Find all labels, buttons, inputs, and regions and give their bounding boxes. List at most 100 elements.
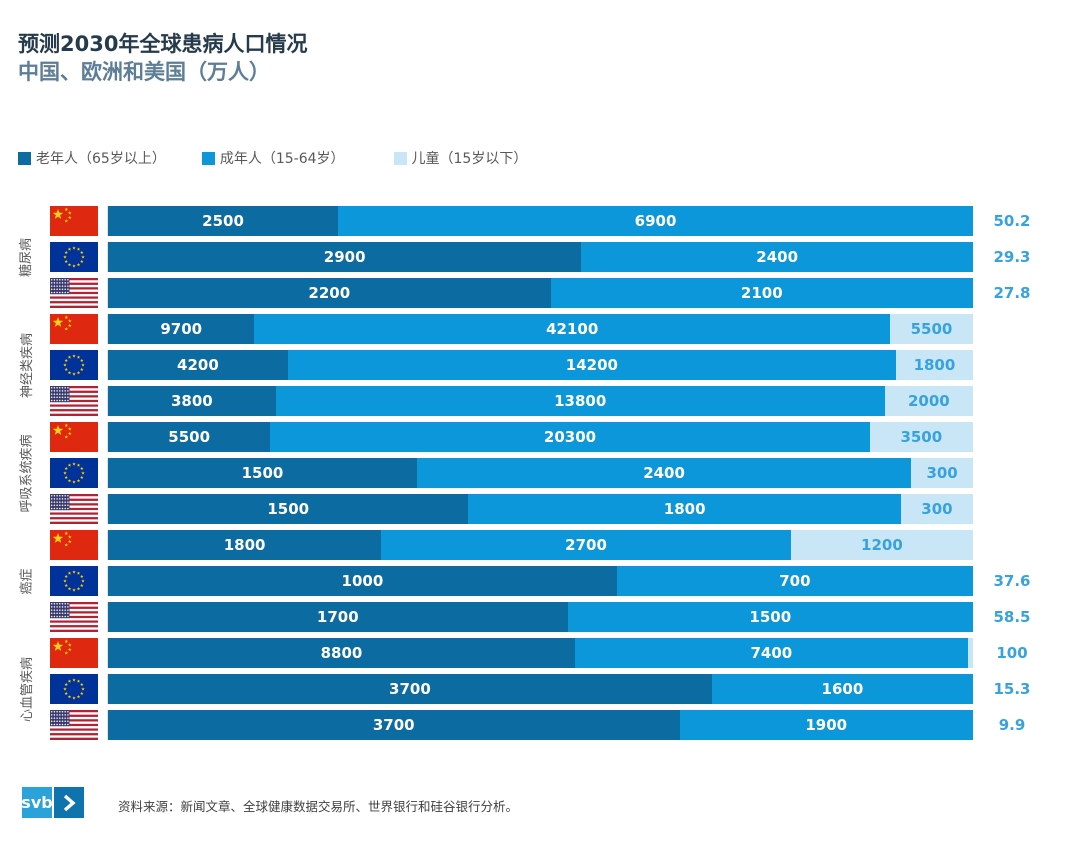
value-label-children-outside: 29.3	[993, 248, 1031, 266]
value-label-elderly: 4200	[177, 356, 219, 374]
group-rows: 9700 42100 5500 4200 14200 1800 3800 13800 2000	[50, 314, 1080, 416]
stacked-bar: 3700 1900	[107, 710, 973, 740]
segment-children: 300	[900, 494, 973, 524]
segment-adults: 42100	[254, 314, 890, 344]
disease-group: 神经类疾病 9700 42100 5500 4200 14200 1800 3800 13800…	[0, 314, 1080, 416]
svb-logo-box: svb	[21, 787, 53, 818]
value-label-adults: 7400	[750, 644, 793, 662]
value-label-adults: 1500	[749, 608, 792, 626]
value-label-elderly: 3700	[389, 680, 431, 698]
segment-adults: 7400	[574, 638, 968, 668]
value-label-adults: 42100	[546, 320, 599, 338]
legend-item-elderly: 老年人（65岁以上）	[18, 148, 166, 168]
flag-eu-icon	[50, 458, 98, 488]
bar-row: 1700 1500 58.5	[50, 602, 1080, 632]
segment-adults: 13800	[275, 386, 885, 416]
value-label-children: 3500	[900, 428, 943, 446]
legend-swatch-children-icon	[393, 151, 407, 165]
flag-cn-icon	[50, 314, 98, 344]
segment-elderly: 2900	[108, 242, 582, 272]
flag-cn-icon	[50, 638, 98, 668]
disease-group: 心血管疾病 8800 7400 100 3700 1600 15.3 3700 1900 9.9	[0, 638, 1080, 740]
value-label-adults: 1900	[805, 716, 848, 734]
disease-group: 呼吸系统疾病 5500 20300 3500 1500 2400 300 1500 1800 30…	[0, 422, 1080, 524]
segment-elderly: 1500	[108, 458, 417, 488]
flag-eu-icon	[50, 566, 98, 596]
disease-group: 糖尿病 2500 6900 50.2 2900 2400 29.3 2200 2100 27.8	[0, 206, 1080, 308]
group-rows: 2500 6900 50.2 2900 2400 29.3 2200 2100 27.8	[50, 206, 1080, 308]
flag-cn-icon	[50, 422, 98, 452]
value-label-elderly: 9700	[160, 320, 203, 338]
segment-elderly: 8800	[108, 638, 575, 668]
flag-cn-icon	[50, 530, 98, 560]
value-label-adults: 2700	[565, 536, 607, 554]
segment-adults: 1600	[711, 674, 973, 704]
page-subtitle: 中国、欧洲和美国（万人）	[18, 60, 270, 84]
source-note: 资料来源：新闻文章、全球健康数据交易所、世界银行和硅谷银行分析。	[118, 799, 519, 814]
segment-elderly: 2500	[108, 206, 339, 236]
page-title: 预测2030年全球患病人口情况	[18, 32, 308, 56]
segment-adults: 1900	[679, 710, 973, 740]
group-label: 癌症	[19, 567, 35, 595]
stacked-bar: 5500 20300 3500	[107, 422, 973, 452]
value-label-children: 1800	[913, 356, 956, 374]
bar-row: 3700 1900 9.9	[50, 710, 1080, 740]
value-label-elderly: 3700	[372, 716, 415, 734]
flag-eu-icon	[50, 242, 98, 272]
value-label-adults: 1800	[663, 500, 706, 518]
bar-row: 9700 42100 5500	[50, 314, 1080, 344]
value-label-elderly: 2200	[308, 284, 351, 302]
segment-elderly: 3700	[108, 710, 680, 740]
flag-eu-icon	[50, 674, 98, 704]
bar-row: 1800 2700 1200	[50, 530, 1080, 560]
chart: 糖尿病 2500 6900 50.2 2900 2400 29.3 2200 2100 27.8 神…	[0, 206, 1080, 740]
stacked-bar: 9700 42100 5500	[107, 314, 973, 344]
value-label-elderly: 1000	[341, 572, 384, 590]
segment-elderly: 1800	[108, 530, 382, 560]
group-label-col: 癌症	[0, 530, 50, 632]
group-label-col: 心血管疾病	[0, 638, 50, 740]
segment-children: 3500	[869, 422, 973, 452]
stacked-bar: 3700 1600	[107, 674, 973, 704]
segment-adults: 700	[616, 566, 973, 596]
legend-label-elderly: 老年人（65岁以上）	[36, 151, 166, 167]
flag-cn-icon	[50, 206, 98, 236]
value-label-adults: 20300	[543, 428, 597, 446]
legend-swatch-adults-icon	[201, 151, 215, 165]
value-label-elderly: 8800	[320, 644, 363, 662]
bar-row: 2900 2400 29.3	[50, 242, 1080, 272]
stacked-bar: 1800 2700 1200	[107, 530, 973, 560]
bar-row: 1000 700 37.6	[50, 566, 1080, 596]
title-block: 预测2030年全球患病人口情况 中国、欧洲和美国（万人）	[18, 30, 307, 86]
group-label-col: 糖尿病	[0, 206, 50, 308]
group-label: 糖尿病	[19, 237, 35, 277]
value-label-children: 300	[926, 464, 958, 482]
stacked-bar: 2500 6900	[107, 206, 973, 236]
segment-children: 1800	[895, 350, 973, 380]
segment-adults: 2400	[416, 458, 912, 488]
segment-children: 5500	[889, 314, 973, 344]
value-label-children-outside: 58.5	[993, 608, 1031, 626]
bar-row: 5500 20300 3500	[50, 422, 1080, 452]
segment-elderly: 5500	[108, 422, 271, 452]
value-label-adults: 1600	[821, 680, 864, 698]
legend-label-children: 儿童（15岁以下）	[411, 151, 528, 167]
value-label-children-outside: 27.8	[993, 284, 1031, 302]
segment-elderly: 1700	[108, 602, 568, 632]
flag-us-icon	[50, 278, 98, 308]
value-label-elderly: 3800	[170, 392, 213, 410]
segment-children: 2000	[884, 386, 973, 416]
group-rows: 1800 2700 1200 1000 700 37.6 1700 1500 58.5	[50, 530, 1080, 632]
value-label-adults: 2400	[643, 464, 685, 482]
value-label-elderly: 2500	[202, 212, 244, 230]
segment-children	[967, 638, 973, 668]
segment-elderly: 1500	[108, 494, 469, 524]
value-label-elderly: 5500	[168, 428, 211, 446]
value-label-elderly: 2900	[323, 248, 366, 266]
value-label-adults: 2100	[740, 284, 783, 302]
group-label: 心血管疾病	[19, 656, 35, 722]
segment-adults: 20300	[270, 422, 870, 452]
value-label-children-outside: 9.9	[998, 716, 1026, 734]
stacked-bar: 1500 1800 300	[107, 494, 973, 524]
legend-swatch-elderly-icon	[18, 151, 31, 165]
